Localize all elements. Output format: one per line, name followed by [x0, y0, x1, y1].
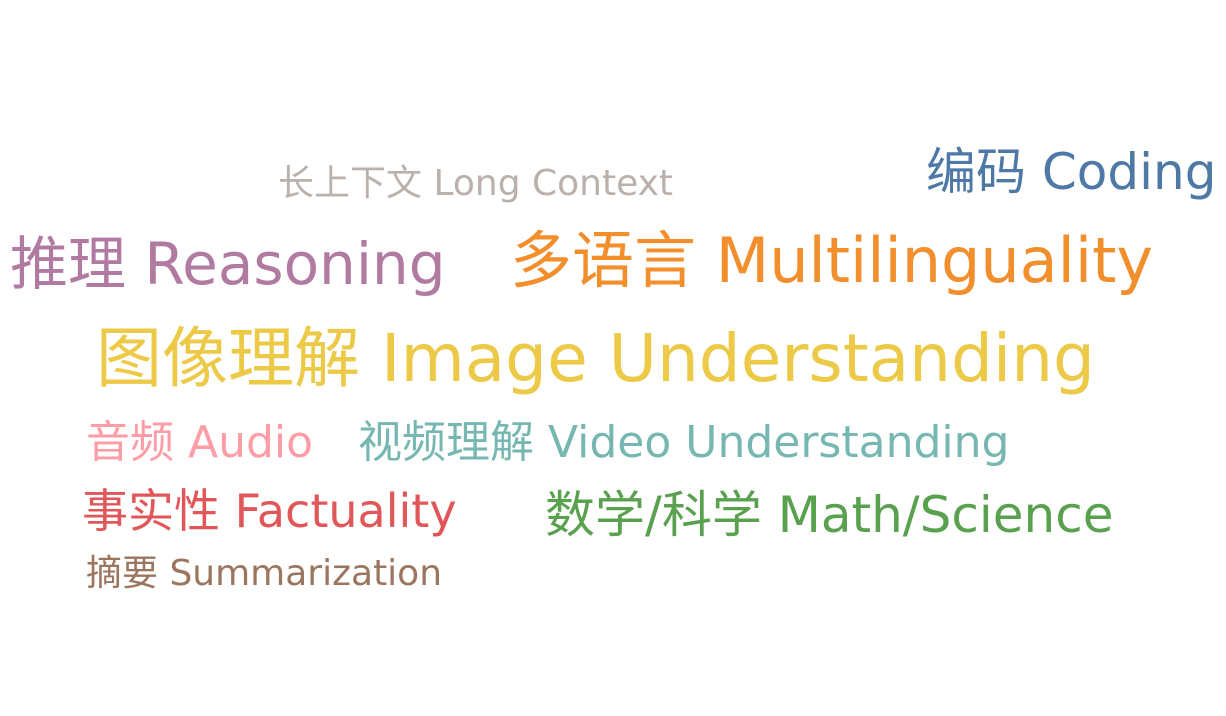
word-summarization: 摘要 Summarization [86, 553, 443, 594]
word-reasoning: 推理 Reasoning [10, 230, 446, 298]
word-video-understanding: 视频理解 Video Understanding [358, 417, 1010, 468]
word-factuality: 事实性 Factuality [82, 484, 457, 538]
word-multilinguality: 多语言 Multilinguality [510, 224, 1154, 297]
word-math-science: 数学/科学 Math/Science [545, 486, 1114, 544]
word-audio: 音频 Audio [86, 417, 314, 468]
word-coding: 编码 Coding [926, 143, 1217, 201]
word-image-understanding: 图像理解 Image Understanding [96, 320, 1095, 397]
word-long-context: 长上下文 Long Context [278, 163, 674, 204]
